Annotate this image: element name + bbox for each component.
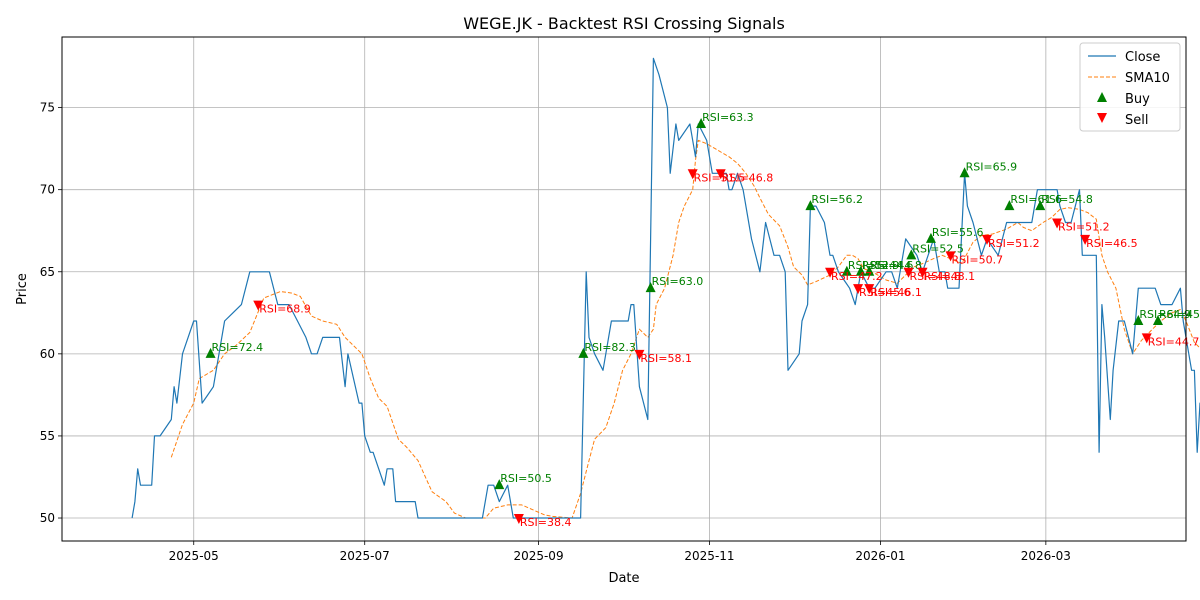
- buy-marker: [925, 232, 936, 243]
- sell-rsi-label: RSI=38.4: [520, 516, 572, 529]
- buy-marker: [855, 265, 866, 276]
- sell-rsi-label: RSI=50.7: [952, 253, 1004, 266]
- sell-rsi-label: RSI=58.1: [640, 352, 692, 365]
- buy-marker: [959, 167, 970, 178]
- x-axis-title: Date: [608, 571, 639, 586]
- buy-rsi-label: RSI=54.8: [1041, 193, 1093, 206]
- buy-rsi-label: RSI=82.3: [584, 341, 636, 354]
- buy-marker: [906, 249, 917, 260]
- sell-rsi-label: RSI=44.7: [1148, 335, 1200, 348]
- legend: Close SMA10 Buy Sell: [1079, 42, 1181, 132]
- y-tick-label: 70: [40, 183, 55, 197]
- buy-rsi-label: RSI=64.9: [1139, 308, 1191, 321]
- buy-rsi-label: RSI=56.2: [811, 193, 863, 206]
- x-tick-label: 2025-09: [513, 549, 563, 563]
- legend-sell-marker: [1097, 113, 1107, 123]
- legend-buy-label: Buy: [1125, 92, 1150, 107]
- buy-rsi-label: RSI=50.5: [500, 472, 552, 485]
- buy-marker: [1133, 315, 1144, 326]
- sell-rsi-label: RSI=45.6: [859, 286, 911, 299]
- sell-marker: [903, 267, 914, 278]
- legend-sell-label: Sell: [1125, 113, 1148, 128]
- buy-marker: [578, 347, 589, 358]
- chart-title: WEGE.JK - Backtest RSI Crossing Signals: [463, 14, 785, 33]
- buy-marker: [696, 118, 707, 129]
- sell-marker: [687, 169, 698, 180]
- sell-rsi-label: RSI=46.8: [722, 171, 774, 184]
- y-tick-label: 65: [40, 265, 55, 279]
- sell-marker: [1052, 218, 1063, 229]
- sell-rsi-label: RSI=51.2: [988, 237, 1040, 250]
- y-tick-label: 55: [40, 429, 55, 443]
- sell-marker: [1141, 333, 1152, 344]
- y-axis-title: Price: [15, 273, 30, 305]
- buy-marker: [1004, 200, 1015, 211]
- buy-marker: [1035, 200, 1046, 211]
- buy-rsi-label: RSI=44.6: [862, 259, 914, 272]
- sell-rsi-label: RSI=51.5: [694, 171, 746, 184]
- buy-marker: [494, 479, 505, 490]
- y-axis: 50 55 60 65 70 75: [40, 101, 62, 525]
- sell-marker: [1080, 234, 1091, 245]
- sell-marker: [634, 349, 645, 360]
- signal-markers: RSI=72.4 RSI=50.5 RSI=82.3 RSI=63.0 RSI=63.3…: [205, 111, 1200, 529]
- sell-rsi-label: RSI=68.9: [259, 303, 311, 316]
- legend-sma-label: SMA10: [1125, 71, 1170, 86]
- x-tick-label: 2025-07: [340, 549, 390, 563]
- legend-box: [1079, 42, 1181, 132]
- sell-marker: [981, 234, 992, 245]
- buy-marker: [1152, 315, 1163, 326]
- buy-marker: [645, 282, 656, 293]
- sell-marker: [253, 300, 264, 311]
- x-tick-label: 2025-11: [684, 549, 734, 563]
- sell-marker: [513, 514, 524, 525]
- buy-rsi-label: RSI=63.0: [652, 275, 704, 288]
- sell-rsi-label: RSI=51.2: [1058, 221, 1110, 234]
- plot-background: [62, 37, 1186, 541]
- sell-marker: [917, 267, 928, 278]
- sell-marker: [945, 251, 956, 262]
- x-axis: 2025-05 2025-07 2025-09 2025-11 2026-01 2026-…: [169, 541, 1071, 563]
- buy-marker: [205, 347, 216, 358]
- buy-marker: [805, 200, 816, 211]
- sell-marker: [853, 284, 864, 295]
- buy-rsi-label: RSI=61.6: [1010, 193, 1062, 206]
- x-tick-label: 2026-03: [1021, 549, 1071, 563]
- y-tick-label: 75: [40, 101, 55, 115]
- sell-marker: [715, 169, 726, 180]
- legend-buy-marker: [1097, 92, 1107, 102]
- plot-frame: [61, 36, 1187, 542]
- y-tick-label: 50: [40, 511, 55, 525]
- sell-marker: [825, 267, 836, 278]
- sell-rsi-label: RSI=48.1: [924, 270, 976, 283]
- plot-area: RSI=72.4 RSI=50.5 RSI=82.3 RSI=63.0 RSI=63.3…: [61, 36, 1200, 542]
- legend-close-label: Close: [1125, 50, 1160, 65]
- buy-marker: [864, 265, 875, 276]
- buy-rsi-label: RSI=65.9: [966, 160, 1018, 173]
- buy-marker: [841, 265, 852, 276]
- buy-rsi-label: RSI=63.3: [702, 111, 754, 124]
- x-tick-label: 2025-05: [169, 549, 219, 563]
- sell-rsi-label: RSI=47.2: [831, 270, 883, 283]
- sell-rsi-label: RSI=46.1: [870, 286, 922, 299]
- buy-rsi-label: RSI=55.6: [932, 226, 984, 239]
- sell-rsi-label: RSI=46.5: [1086, 237, 1138, 250]
- x-tick-label: 2026-01: [855, 549, 905, 563]
- buy-rsi-label: RSI=45.6: [1159, 308, 1200, 321]
- close-series: [131, 57, 1200, 519]
- sma10-line: [170, 139, 1200, 519]
- close-line: [131, 57, 1200, 519]
- buy-rsi-label: RSI=72.4: [212, 341, 264, 354]
- sell-marker: [864, 284, 875, 295]
- grid-lines: [62, 37, 1186, 541]
- y-tick-label: 60: [40, 347, 55, 361]
- sma10-series: [170, 139, 1200, 519]
